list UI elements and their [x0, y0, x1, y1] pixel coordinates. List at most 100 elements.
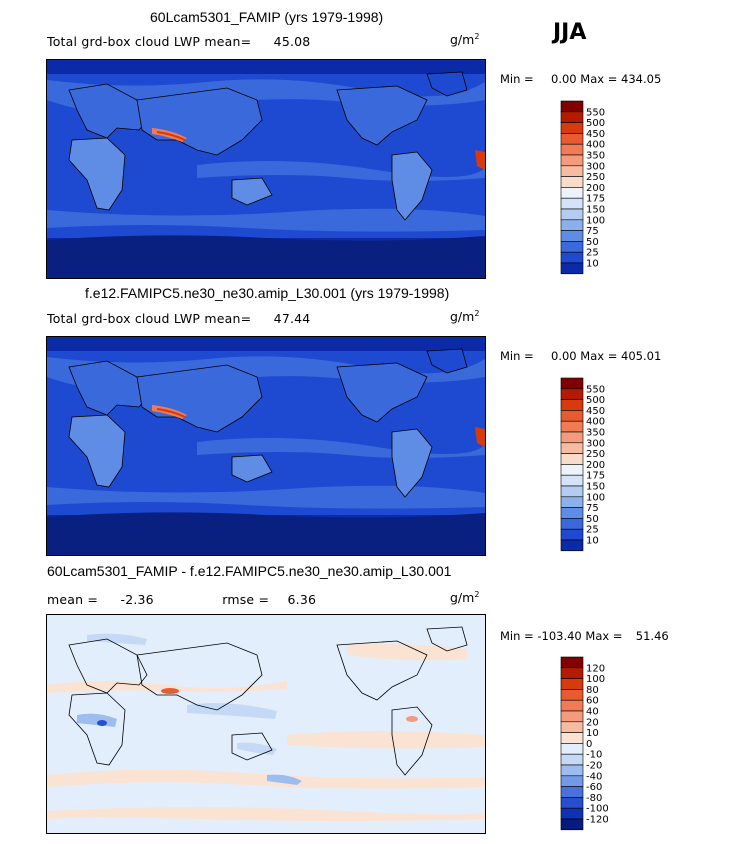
panel2-east-edge-high	[475, 427, 485, 447]
panel3-colorbar-label: -100	[586, 804, 609, 815]
panel3-units: g/m2	[450, 590, 480, 606]
panel2-max-label: Max =	[580, 349, 618, 363]
panel2-colorbar-box	[560, 442, 584, 454]
panel3-colorbar-label: -20	[586, 761, 602, 772]
panel1-colorbar-label: 200	[586, 183, 605, 194]
panel1-greenland	[426, 71, 468, 97]
panel3-min-value: -103.40	[537, 629, 582, 643]
panel2-colorbar-label: 50	[586, 514, 599, 525]
panel2-colorbar-box	[560, 453, 584, 465]
panel2-europe	[68, 360, 148, 416]
panel2-colorbar-label: 25	[586, 525, 599, 536]
panel2-colorbar-box	[560, 474, 584, 487]
panel1-colorbar-label: 550	[586, 107, 605, 118]
panel3-min-label: Min =	[500, 629, 534, 643]
panel1-colorbar-label: 400	[586, 140, 605, 151]
panel1-colorbar-box	[560, 187, 584, 199]
panel2-colorbar-label: 350	[586, 428, 605, 439]
panel3-patch-1	[187, 703, 277, 719]
panel2-antarctic	[47, 512, 485, 555]
panel1-colorbar-box	[560, 176, 584, 188]
panel2-colorbar-box	[560, 420, 584, 433]
panel1-variable: Total grd-box cloud LWP mean= 45.08	[47, 34, 310, 49]
panel3-hotspot-sa	[406, 716, 418, 722]
panel1-min-label: Min =	[500, 72, 534, 86]
panel3-colorbar-box	[560, 710, 584, 723]
panel1-colorbar-label: 150	[586, 205, 605, 216]
panel2-colorbar-label: 75	[586, 503, 599, 514]
panel1-colorbar: 5505004504003503002502001751501007550251…	[560, 100, 605, 275]
panel2-map	[46, 336, 486, 556]
panel1-minmax: Min = 0.00 Max = 434.05	[500, 72, 661, 86]
panel1-colorbar-box	[560, 208, 584, 221]
panel3-mean-label: mean =	[47, 592, 99, 607]
panel3-colorbar-label: 10	[586, 728, 599, 739]
panel2-colorbar-box	[560, 507, 584, 519]
panel1-colorbar-box	[560, 262, 584, 275]
panel3-colorbar-label: 20	[586, 717, 599, 728]
panel1-africa	[68, 137, 126, 211]
panel3-colorbar-box	[560, 689, 584, 701]
panel3-minmax: Min = -103.40 Max = 51.46	[500, 629, 669, 643]
panel1-east-edge-high	[475, 150, 485, 170]
panel1-max-value: 434.05	[621, 72, 662, 86]
panel3-australia	[231, 732, 273, 761]
panel1-asia	[136, 87, 263, 156]
panel2-africa	[68, 414, 126, 488]
panel2-title: f.e12.FAMIPC5.ne30_ne30.amip_L30.001 (yr…	[85, 285, 450, 301]
panel3-colorbar-box	[560, 753, 584, 766]
panel3-colorbar-box	[560, 818, 584, 831]
panel1-colorbar-label: 175	[586, 194, 605, 205]
panel3-south-america	[391, 706, 433, 776]
panel2-arctic-band	[47, 337, 485, 351]
panel2-minmax: Min = 0.00 Max = 405.01	[500, 349, 661, 363]
panel1-colorbar-box	[560, 111, 584, 123]
panel1-colorbar-box	[560, 143, 584, 156]
panel3-colorbar-box	[560, 797, 584, 809]
panel3-mean-value: -2.36	[120, 592, 154, 607]
panel2-colorbar-box	[560, 528, 584, 541]
panel1-south-america	[391, 151, 433, 221]
panel3-colorbar-box	[560, 764, 584, 777]
panel2-colorbar-box	[560, 410, 584, 422]
panel2-colorbar-label: 100	[586, 492, 605, 503]
panel1-max-label: Max =	[580, 72, 618, 86]
panel1-map	[46, 59, 486, 279]
panel3-colorbar-box	[560, 721, 584, 733]
panel2-south-storm-track	[47, 485, 485, 509]
panel3-colorbar-box	[560, 667, 584, 679]
panel3-asia	[136, 642, 263, 711]
panel3-colorbar-label: 60	[586, 696, 599, 707]
panel3-rmse-value: 6.36	[287, 592, 317, 607]
panel1-colorbar-label: 50	[586, 237, 599, 248]
panel2-colorbar-box	[560, 377, 584, 390]
panel1-colorbar-box	[560, 219, 584, 231]
panel1-variable-label: Total grd-box cloud LWP	[47, 34, 201, 49]
panel2-south-america	[391, 428, 433, 498]
panel1-australia	[231, 177, 273, 206]
panel1-colorbar-box	[560, 154, 584, 167]
panel2-colorbar-label: 400	[586, 417, 605, 428]
panel2-colorbar-box	[560, 399, 584, 411]
panel2-mean-value: 47.44	[273, 311, 311, 326]
panel1-colorbar-label: 350	[586, 151, 605, 162]
panel1-title: 60Lcam5301_FAMIP (yrs 1979-1998)	[150, 9, 384, 25]
panel2-colorbar-label: 500	[586, 395, 605, 406]
panel2-colorbar-label: 550	[586, 384, 605, 395]
panel3-patch-4	[267, 774, 302, 785]
panel2-colorbar-box	[560, 431, 584, 444]
panel3-patch-2	[77, 713, 117, 727]
panel3-coldspot-africa	[97, 720, 107, 726]
panel2-colorbar-label: 200	[586, 460, 605, 471]
panel3-colorbar-box	[560, 807, 584, 820]
panel1-mean-label: mean=	[204, 34, 252, 49]
panel3-max-value: 51.46	[635, 629, 669, 643]
panel1-arctic-band	[47, 60, 485, 74]
panel3-hotspot-asia	[161, 688, 179, 694]
panel3-colorbar-box	[560, 699, 584, 712]
panel3-colorbar-box	[560, 786, 584, 798]
panel3-colorbar-label: 0	[586, 739, 592, 750]
panel2-mean-label: mean=	[204, 311, 252, 326]
panel2-colorbar-label: 250	[586, 449, 605, 460]
